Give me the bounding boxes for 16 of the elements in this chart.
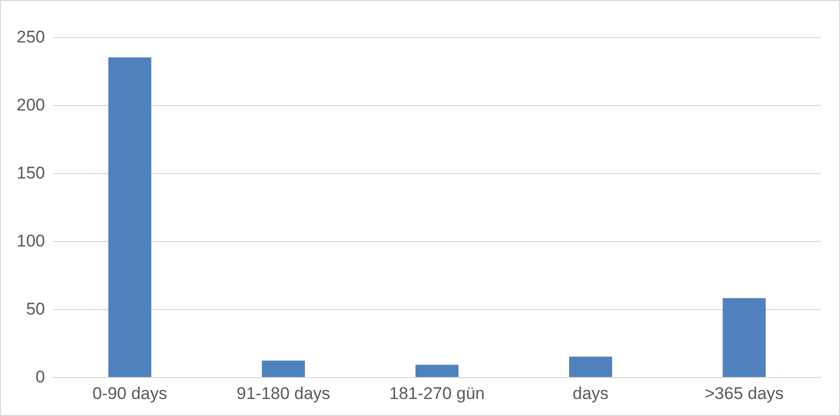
y-tick-label: 100 — [16, 232, 45, 250]
bar — [722, 298, 766, 377]
bar — [569, 356, 612, 377]
x-tick-label: 181-270 gün — [389, 384, 485, 403]
y-tick-label: 0 — [36, 368, 45, 386]
x-tick-label: 91-180 days — [236, 384, 330, 403]
x-tick-label: 0-90 days — [92, 384, 168, 403]
bar — [415, 364, 459, 377]
y-tick-label: 50 — [26, 300, 45, 318]
bar — [262, 360, 305, 377]
y-tick-label: 200 — [16, 96, 45, 114]
x-tick-label: >365 days — [704, 384, 784, 403]
y-tick-label: 250 — [16, 28, 45, 46]
x-tick-label: days — [572, 384, 609, 403]
bar — [108, 57, 152, 377]
y-tick-label: 150 — [16, 164, 45, 182]
